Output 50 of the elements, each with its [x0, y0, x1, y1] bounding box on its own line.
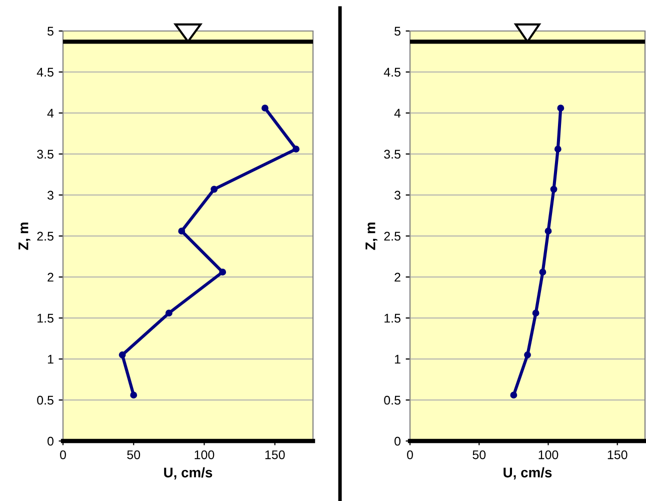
y-tick-label: 0: [48, 436, 54, 446]
x-tick-label: 0: [407, 450, 413, 460]
x-tick-label: 50: [127, 450, 140, 460]
y-tick-label: 4: [394, 108, 401, 118]
y-tick-label: 4.5: [384, 68, 400, 77]
point: [130, 392, 138, 399]
y-tick-label: 1.5: [38, 314, 54, 323]
point: [554, 146, 562, 153]
point: [210, 186, 218, 193]
x-tick-label: 50: [472, 450, 486, 460]
y-tick-label: 2: [48, 272, 54, 282]
point: [539, 268, 546, 276]
point: [532, 310, 540, 317]
x-axis-title: U, cm/s: [164, 467, 212, 480]
y-tick-label: 2.5: [384, 232, 400, 241]
point: [510, 392, 518, 399]
y-tick-label: 1: [48, 354, 54, 364]
y-axis-title: Z, m: [18, 222, 30, 250]
x-axis-title: U, cm/s: [504, 467, 552, 480]
y-tick-label: 1.5: [384, 314, 400, 323]
y-tick-label: 5: [394, 26, 400, 36]
y-tick-label: 0.5: [37, 396, 54, 405]
x-tick-label: 0: [60, 450, 66, 460]
point: [118, 351, 126, 358]
y-tick-label: 1: [394, 354, 400, 364]
y-tick-label: 0.5: [384, 396, 400, 405]
point: [219, 268, 226, 276]
point: [544, 228, 552, 235]
point: [165, 310, 172, 317]
x-tick-label: 150: [608, 450, 628, 460]
point: [178, 228, 186, 235]
point: [550, 186, 558, 193]
point: [262, 104, 268, 112]
point: [524, 351, 531, 358]
y-tick-label: 3: [48, 190, 54, 200]
y-tick-label: 4: [47, 108, 54, 118]
y-tick-label: 3: [394, 190, 400, 200]
y-tick-label: 0: [394, 436, 400, 446]
y-tick-label: 2: [394, 272, 400, 282]
y-tick-label: 5: [48, 26, 54, 36]
y-axis-title: Z, m: [366, 222, 378, 250]
y-tick-label: 3.5: [37, 150, 54, 159]
point: [557, 104, 564, 112]
y-tick-label: 4.5: [36, 68, 54, 77]
x-tick-label: 150: [265, 450, 285, 460]
y-tick-label: 2.5: [37, 232, 54, 241]
y-tick-label: 3.5: [384, 150, 400, 159]
x-tick-label: 100: [538, 450, 558, 460]
x-tick-label: 100: [194, 450, 214, 460]
point: [292, 146, 300, 153]
